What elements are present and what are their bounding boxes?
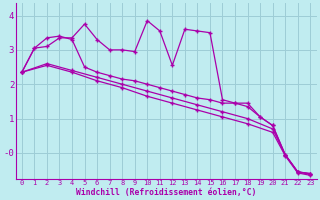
X-axis label: Windchill (Refroidissement éolien,°C): Windchill (Refroidissement éolien,°C) [76, 188, 256, 197]
